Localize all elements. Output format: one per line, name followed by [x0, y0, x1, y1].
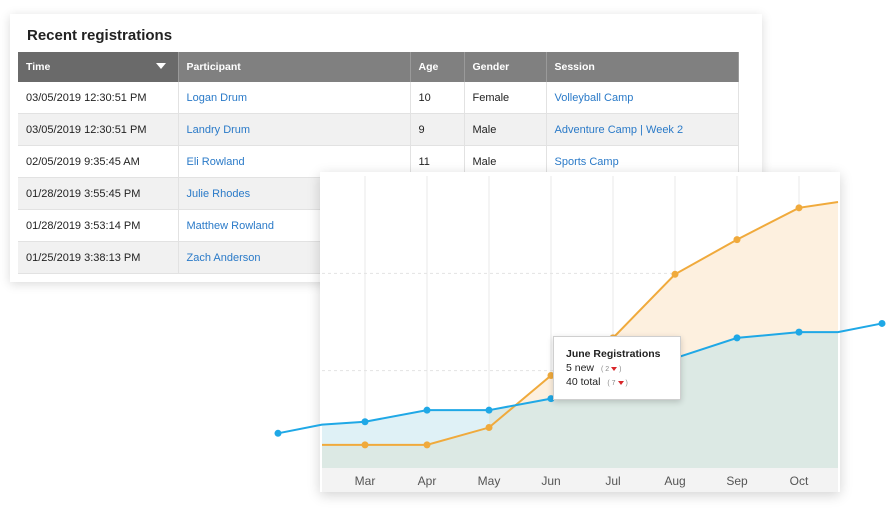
orange-data-point	[485, 424, 493, 432]
column-header-age[interactable]: Age	[410, 52, 465, 82]
x-tick-label: Jun	[541, 474, 560, 488]
participant-link[interactable]: Logan Drum	[178, 82, 411, 114]
orange-data-point	[671, 270, 679, 278]
cell-gender: Male	[464, 113, 547, 146]
participant-link[interactable]: Eli Rowland	[178, 145, 411, 178]
blue-data-point	[795, 328, 803, 336]
column-header-label: Time	[26, 61, 51, 73]
total-delta-value: ( 7	[607, 380, 616, 387]
session-link[interactable]: Adventure Camp | Week 2	[546, 113, 739, 146]
table-row: 03/05/2019 12:30:51 PM Landry Drum 9 Mal…	[18, 113, 739, 146]
blue-data-point	[423, 406, 431, 414]
cell-time: 01/25/2019 3:38:13 PM	[18, 241, 179, 274]
x-tick-label: Mar	[355, 474, 376, 488]
cell-age: 10	[410, 82, 465, 114]
x-tick-label: Jul	[605, 474, 620, 488]
chart-x-axis: Mar Apr May Jun Jul Aug Sep Oct	[322, 468, 838, 492]
column-header-gender[interactable]: Gender	[464, 52, 547, 82]
x-tick-label: Sep	[726, 474, 748, 488]
tooltip-total-row: 40 total ( 7 )	[566, 376, 680, 390]
orange-data-point	[795, 204, 803, 212]
table-row: 03/05/2019 12:30:51 PM Logan Drum 10 Fem…	[18, 82, 739, 114]
x-tick-label: Oct	[790, 474, 809, 488]
blue-data-point	[733, 334, 741, 342]
tooltip-title: June Registrations	[566, 348, 661, 360]
new-delta-value: ( 2	[600, 366, 610, 373]
tooltip-new-label: 5 new	[566, 362, 595, 374]
cell-time: 02/05/2019 9:35:45 AM	[18, 145, 179, 178]
column-header-time[interactable]: Time	[18, 52, 179, 82]
june-registrations-tooltip: June Registrations 5 new ( 2 ) 40 total …	[553, 336, 681, 400]
cell-time: 03/05/2019 12:30:51 PM	[18, 82, 179, 114]
x-tick-label: Apr	[418, 474, 437, 488]
blue-data-point	[878, 319, 886, 327]
x-axis-band	[322, 468, 838, 492]
blue-data-point	[361, 418, 369, 426]
orange-data-point	[733, 236, 741, 244]
sort-caret-icon[interactable]	[155, 63, 166, 69]
down-arrow-icon	[611, 367, 618, 372]
cell-time: 01/28/2019 3:55:45 PM	[18, 177, 179, 210]
tooltip-new-delta: ( 2 )	[600, 366, 622, 373]
cell-time: 01/28/2019 3:53:14 PM	[18, 209, 179, 242]
orange-data-point	[361, 441, 369, 449]
tooltip-new-row: 5 new ( 2 )	[566, 362, 680, 376]
down-arrow-icon	[617, 381, 624, 386]
orange-data-point	[547, 371, 555, 379]
table-header-row: Time Participant Age Gender Session	[18, 52, 739, 82]
session-link[interactable]: Volleyball Camp	[546, 82, 739, 114]
cell-gender: Female	[464, 82, 547, 114]
chart-area-fills	[322, 202, 838, 468]
blue-data-point	[485, 406, 493, 414]
x-tick-label: Aug	[664, 474, 685, 488]
blue-data-point	[547, 395, 555, 403]
column-header-participant[interactable]: Participant	[178, 52, 411, 82]
blue-data-point	[274, 429, 282, 437]
recent-registrations-title: Recent registrations	[27, 27, 173, 44]
blue-above-band	[322, 410, 489, 445]
tooltip-total-label: 40 total	[566, 376, 601, 388]
cell-age: 9	[410, 113, 465, 146]
participant-link[interactable]: Landry Drum	[178, 113, 411, 146]
cell-time: 03/05/2019 12:30:51 PM	[18, 113, 179, 146]
tooltip-total-delta: ( 7 )	[607, 380, 628, 387]
x-tick-label: May	[478, 474, 501, 488]
orange-data-point	[423, 441, 431, 449]
column-header-session[interactable]: Session	[546, 52, 739, 82]
